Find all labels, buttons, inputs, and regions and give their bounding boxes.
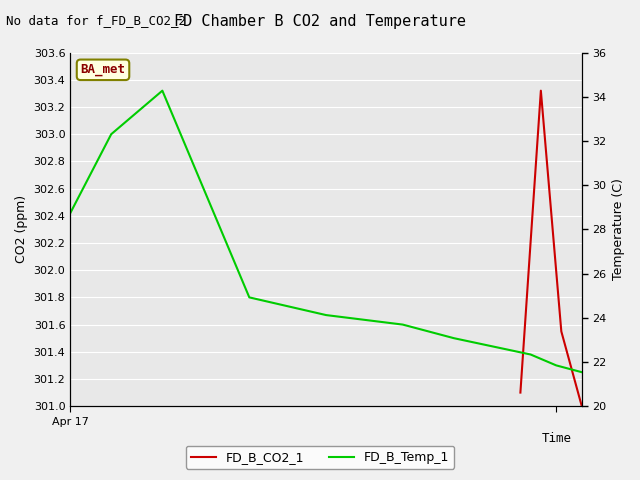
Legend: FD_B_CO2_1, FD_B_Temp_1: FD_B_CO2_1, FD_B_Temp_1 [186, 446, 454, 469]
Y-axis label: Temperature (C): Temperature (C) [612, 179, 625, 280]
Text: Time: Time [542, 432, 572, 445]
Y-axis label: CO2 (ppm): CO2 (ppm) [15, 195, 28, 264]
Text: FD Chamber B CO2 and Temperature: FD Chamber B CO2 and Temperature [174, 14, 466, 29]
Text: BA_met: BA_met [81, 63, 125, 76]
Text: No data for f_FD_B_CO2_2: No data for f_FD_B_CO2_2 [6, 14, 186, 27]
